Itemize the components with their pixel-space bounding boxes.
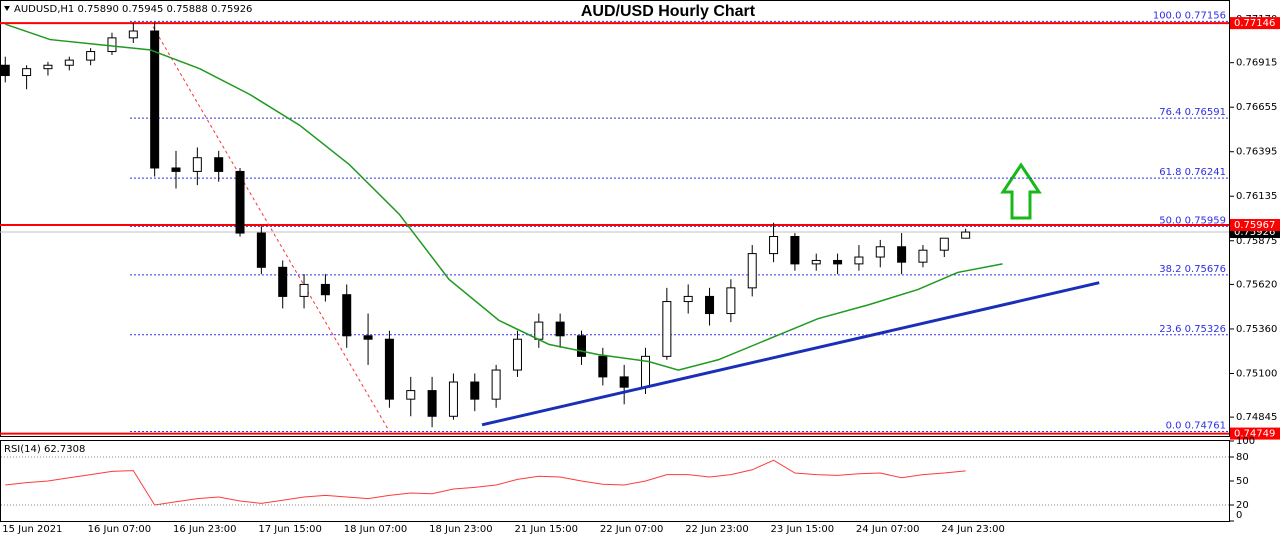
- level-box: [1230, 427, 1280, 440]
- level-label: 0.74749: [1234, 429, 1275, 440]
- level-label: 0.77146: [1234, 18, 1275, 29]
- y-tick-label: 50: [1236, 476, 1249, 487]
- candle-body: [747, 253, 757, 289]
- rsi-frame: [0, 440, 1230, 522]
- main-frame: [0, 0, 1230, 437]
- y-tick-label: 0.76395: [1236, 147, 1277, 158]
- menu-triangle: [4, 6, 10, 11]
- candle-body: [555, 321, 565, 337]
- candle-body: [406, 390, 416, 400]
- candle-body: [726, 287, 736, 315]
- candle-body: [491, 369, 501, 400]
- candle-body: [470, 381, 480, 400]
- candle-body: [918, 249, 928, 263]
- x-tick-label: 22 Jun 23:00: [685, 524, 749, 535]
- candle-body: [0, 64, 10, 77]
- trendline: [481, 281, 1100, 427]
- candle-body: [107, 37, 117, 53]
- y-tick-label: 0: [1236, 510, 1242, 521]
- symbol-header: AUDUSD,H1 0.75890 0.75945 0.75888 0.7592…: [14, 4, 252, 15]
- candle-body: [662, 301, 672, 357]
- y-tick-label: 0.76135: [1236, 191, 1277, 202]
- fib-label: 61.8 0.76241: [1159, 167, 1226, 178]
- fib-diagonal: [149, 21, 390, 432]
- candle-body: [171, 167, 181, 172]
- chart-title: AUD/USD Hourly Chart: [581, 3, 756, 20]
- y-tick-label: 0.75100: [1236, 368, 1277, 379]
- candle-body: [619, 376, 629, 388]
- x-tick-label: 17 Jun 15:00: [258, 524, 322, 535]
- candle-body: [448, 381, 458, 417]
- candle-body: [214, 157, 224, 172]
- fib-label: 0.0 0.74761: [1166, 421, 1226, 432]
- candle-body: [235, 170, 245, 234]
- candle-body: [150, 30, 160, 169]
- x-tick-label: 23 Jun 15:00: [771, 524, 835, 535]
- candle-body: [769, 235, 779, 255]
- candle-body: [961, 231, 971, 239]
- candle-body: [363, 335, 373, 340]
- y-tick-label: 0.74845: [1236, 412, 1277, 423]
- fib-label: 100.0 0.77156: [1153, 10, 1226, 21]
- candle-body: [705, 295, 715, 315]
- candle-body: [790, 235, 800, 265]
- fib-label: 38.2 0.75676: [1159, 264, 1226, 275]
- candle-body: [854, 256, 864, 265]
- candle-body: [598, 355, 608, 378]
- level-box: [1230, 219, 1280, 232]
- candle-body: [427, 390, 437, 417]
- candle-body: [342, 294, 352, 337]
- last-price-label: 0.75926: [1234, 227, 1275, 238]
- candle-body: [833, 259, 843, 265]
- candle-body: [22, 68, 32, 77]
- up-arrow: [1000, 162, 1042, 220]
- y-tick-label: 0.75875: [1236, 236, 1277, 247]
- fib-label: 50.0 0.75959: [1159, 215, 1226, 226]
- candle-body: [43, 64, 53, 70]
- candle-body: [875, 246, 885, 258]
- candle-body: [64, 59, 74, 66]
- y-tick-label: 0.76915: [1236, 58, 1277, 69]
- rsi-title: RSI(14) 62.7308: [4, 444, 85, 455]
- candle-body: [683, 295, 693, 303]
- candle-body: [384, 338, 394, 400]
- candle-body: [278, 266, 288, 297]
- candle-body: [512, 338, 522, 371]
- candle-body: [256, 232, 266, 268]
- x-tick-label: 18 Jun 07:00: [344, 524, 408, 535]
- y-tick-label: 0.75360: [1236, 324, 1277, 335]
- candle-body: [299, 283, 309, 297]
- x-tick-label: 16 Jun 23:00: [173, 524, 237, 535]
- x-tick-label: 21 Jun 15:00: [514, 524, 578, 535]
- moving-average: [5, 23, 1003, 371]
- x-tick-label: 22 Jun 07:00: [600, 524, 664, 535]
- candle-body: [128, 30, 138, 39]
- candle-body: [534, 321, 544, 340]
- x-tick-label: 15 Jun 2021: [2, 524, 62, 535]
- y-tick-label: 0.76655: [1236, 102, 1277, 113]
- x-tick-label: 24 Jun 23:00: [941, 524, 1005, 535]
- candle-body: [576, 335, 586, 357]
- y-tick-label: 0.75620: [1236, 279, 1277, 290]
- candle-body: [320, 283, 330, 296]
- candle-body: [86, 51, 96, 61]
- level-label: 0.75967: [1234, 220, 1275, 231]
- candle-body: [192, 157, 202, 172]
- fib-label: 76.4 0.76591: [1159, 107, 1226, 118]
- candle-body: [897, 246, 907, 263]
- y-tick-label: 20: [1236, 500, 1249, 511]
- x-tick-label: 18 Jun 23:00: [429, 524, 493, 535]
- candle-body: [811, 259, 821, 265]
- candle-body: [939, 237, 949, 251]
- y-tick-label: 100: [1236, 436, 1255, 447]
- level-box: [1230, 17, 1280, 30]
- x-tick-label: 24 Jun 07:00: [856, 524, 920, 535]
- y-tick-label: 80: [1236, 452, 1249, 463]
- x-tick-label: 16 Jun 07:00: [88, 524, 152, 535]
- rsi-line: [5, 459, 966, 506]
- fib-label: 23.6 0.75326: [1159, 324, 1226, 335]
